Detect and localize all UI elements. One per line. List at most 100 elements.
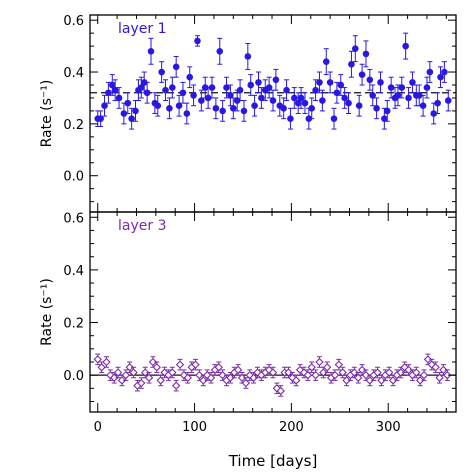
data-point bbox=[201, 84, 209, 91]
data-point bbox=[396, 368, 405, 377]
plot-frame-layer-1 bbox=[89, 14, 457, 213]
data-point bbox=[303, 370, 313, 380]
data-point bbox=[319, 97, 326, 104]
data-point bbox=[152, 363, 161, 372]
data-point bbox=[175, 360, 185, 369]
data-point bbox=[143, 89, 151, 97]
data-point bbox=[186, 73, 194, 81]
data-point bbox=[141, 368, 150, 377]
data-point bbox=[124, 99, 132, 107]
data-point bbox=[355, 102, 363, 110]
data-point bbox=[315, 357, 324, 367]
ticks-layer-3: 0.0 0.2 0.4 0.6 0 100 200 300 bbox=[63, 211, 456, 435]
y-tick-label: 0.2 bbox=[63, 317, 84, 332]
data-point bbox=[206, 373, 216, 382]
data-point bbox=[299, 368, 309, 377]
data-point bbox=[443, 370, 452, 380]
data-point bbox=[423, 355, 433, 364]
data-point bbox=[125, 363, 134, 372]
data-point bbox=[361, 370, 371, 380]
data-point bbox=[244, 53, 252, 60]
data-point bbox=[175, 102, 183, 110]
data-point bbox=[305, 115, 313, 122]
data-point bbox=[377, 376, 386, 385]
data-point bbox=[423, 84, 431, 91]
data-point bbox=[415, 92, 423, 99]
data-point bbox=[230, 105, 237, 112]
data-point bbox=[430, 110, 438, 117]
data-point bbox=[387, 84, 395, 91]
data-point bbox=[419, 102, 427, 110]
data-point bbox=[113, 368, 123, 377]
data-point bbox=[373, 368, 382, 377]
data-point bbox=[365, 376, 375, 385]
y-tick-label: 0.0 bbox=[63, 369, 84, 384]
data-point bbox=[204, 94, 212, 102]
data-point bbox=[245, 370, 254, 380]
data-point bbox=[441, 68, 448, 76]
y-tick-label: 0.6 bbox=[63, 211, 84, 226]
ticks-layer-1: 0.0 0.2 0.4 0.6 bbox=[63, 14, 456, 212]
data-point bbox=[169, 84, 176, 91]
data-point bbox=[283, 86, 290, 94]
data-point bbox=[148, 357, 158, 367]
data-point bbox=[341, 94, 348, 102]
data-point bbox=[183, 110, 191, 117]
data-point bbox=[132, 107, 139, 115]
data-point bbox=[377, 79, 384, 86]
data-point bbox=[312, 86, 319, 94]
x-tick-label: 100 bbox=[182, 420, 207, 435]
data-point bbox=[117, 376, 127, 385]
data-point bbox=[258, 94, 265, 102]
data-point bbox=[434, 99, 441, 107]
data-marks-layer-3 bbox=[90, 353, 456, 397]
data-point bbox=[409, 79, 416, 86]
data-point bbox=[383, 107, 391, 115]
data-point bbox=[292, 376, 301, 385]
data-point bbox=[398, 84, 406, 91]
data-point bbox=[415, 376, 425, 385]
data-point bbox=[195, 370, 204, 380]
data-point bbox=[439, 365, 448, 375]
data-point bbox=[307, 363, 316, 372]
data-point bbox=[381, 115, 388, 122]
data-point bbox=[212, 105, 220, 112]
data-point bbox=[227, 92, 234, 99]
data-point bbox=[183, 373, 192, 382]
data-point bbox=[171, 381, 181, 390]
data-point bbox=[437, 73, 444, 81]
data-point bbox=[138, 84, 145, 91]
data-point bbox=[154, 102, 162, 110]
data-point bbox=[426, 68, 434, 76]
y-tick-label: 0.0 bbox=[63, 170, 84, 185]
data-point bbox=[105, 89, 112, 97]
panel-layer-3: 0.0 0.2 0.4 0.6 0 100 200 300 layer 3 Rate (s⁻¹… bbox=[39, 211, 457, 470]
data-point bbox=[319, 368, 328, 377]
x-tick-label: 300 bbox=[376, 420, 401, 435]
data-point bbox=[334, 360, 344, 369]
data-point bbox=[354, 373, 363, 382]
data-point bbox=[190, 92, 197, 99]
data-point bbox=[233, 97, 241, 104]
data-point bbox=[214, 363, 223, 372]
data-point bbox=[385, 368, 394, 377]
data-point bbox=[179, 370, 189, 380]
data-point bbox=[412, 368, 421, 377]
panel-layer-1: 0.0 0.2 0.4 0.6 layer 1 Rate (s⁻¹) bbox=[39, 14, 457, 213]
data-point bbox=[265, 84, 273, 91]
y-tick-label: 0.6 bbox=[63, 14, 84, 29]
data-point bbox=[97, 115, 104, 122]
data-point bbox=[287, 115, 294, 122]
data-point bbox=[97, 363, 106, 372]
y-tick-label: 0.2 bbox=[63, 118, 84, 133]
data-point bbox=[291, 94, 298, 102]
data-point bbox=[297, 94, 305, 102]
data-point bbox=[323, 363, 332, 372]
data-point bbox=[435, 373, 444, 382]
data-point bbox=[106, 370, 115, 380]
data-point bbox=[140, 79, 148, 86]
data-point bbox=[431, 363, 440, 372]
data-point bbox=[108, 81, 116, 89]
data-point bbox=[348, 60, 355, 68]
data-point bbox=[316, 79, 323, 86]
